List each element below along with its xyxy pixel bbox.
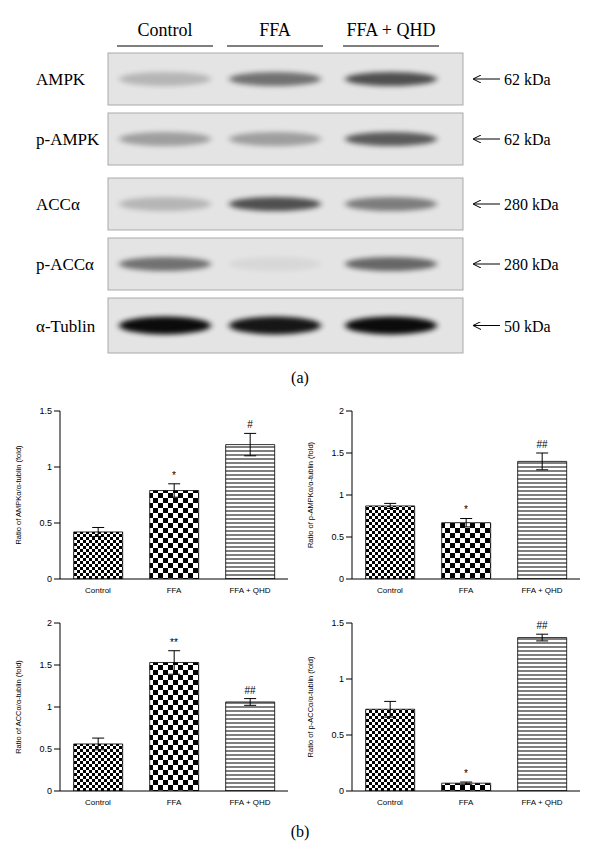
svg-text:0.5: 0.5 [39,744,52,754]
svg-text:1: 1 [47,462,52,472]
svg-text:1.5: 1.5 [39,406,52,416]
svg-text:Ratio of p-ACCα/α-tublin (fold: Ratio of p-ACCα/α-tublin (fold) [306,656,315,757]
svg-text:ACCα: ACCα [36,195,80,214]
svg-text:AMPK: AMPK [36,70,86,89]
svg-text:p-ACCα: p-ACCα [36,255,94,274]
svg-text:50 kDa: 50 kDa [504,318,551,335]
svg-text:Ratio of p-AMPKα/α-tublin (fol: Ratio of p-AMPKα/α-tublin (fold) [306,441,315,548]
svg-text:##: ## [536,620,548,631]
svg-text:Ratio of AMPKα/α-tublin (fold): Ratio of AMPKα/α-tublin (fold) [14,445,23,545]
svg-text:FFA + QHD: FFA + QHD [229,586,270,595]
svg-text:1.5: 1.5 [39,660,52,670]
svg-text:FFA: FFA [459,798,474,807]
svg-text:0.5: 0.5 [39,518,52,528]
svg-text:0.5: 0.5 [331,532,344,542]
svg-text:0: 0 [339,786,344,796]
svg-text:2: 2 [339,406,344,416]
svg-text:##: ## [536,439,548,450]
svg-text:FFA + QHD: FFA + QHD [347,20,436,40]
svg-text:Control: Control [377,798,403,807]
svg-text:(a): (a) [291,369,309,387]
svg-text:Control: Control [377,586,403,595]
svg-text:62 kDa: 62 kDa [504,131,551,148]
svg-text:62 kDa: 62 kDa [504,71,551,88]
svg-text:##: ## [244,685,256,696]
svg-text:Control: Control [137,20,192,40]
svg-text:1: 1 [339,674,344,684]
svg-text:FFA: FFA [167,586,182,595]
svg-text:*: * [172,470,176,481]
svg-text:Control: Control [85,586,111,595]
svg-text:2: 2 [47,618,52,628]
svg-text:Ratio of ACCα/α-tublin (fold): Ratio of ACCα/α-tublin (fold) [14,660,23,754]
svg-text:α-Tublin: α-Tublin [36,317,96,336]
svg-text:FFA + QHD: FFA + QHD [229,798,270,807]
svg-text:FFA: FFA [459,586,474,595]
html-text:(b): (b) [290,823,310,840]
svg-text:FFA: FFA [167,798,182,807]
svg-text:1.5: 1.5 [331,618,344,628]
svg-text:FFA + QHD: FFA + QHD [521,586,562,595]
svg-text:*: * [464,768,468,779]
svg-text:1: 1 [339,490,344,500]
svg-text:1: 1 [47,702,52,712]
svg-text:#: # [247,419,253,430]
svg-text:280 kDa: 280 kDa [504,256,559,273]
svg-text:FFA + QHD: FFA + QHD [521,798,562,807]
svg-text:280 kDa: 280 kDa [504,196,559,213]
svg-text:0: 0 [339,574,344,584]
svg-text:Control: Control [85,798,111,807]
svg-text:0.5: 0.5 [331,730,344,740]
svg-text:0: 0 [47,574,52,584]
svg-text:*: * [464,504,468,515]
svg-text:p-AMPK: p-AMPK [36,130,100,149]
svg-text:**: ** [170,637,178,648]
svg-text:FFA: FFA [259,20,291,40]
svg-text:0: 0 [47,786,52,796]
svg-text:1.5: 1.5 [331,448,344,458]
